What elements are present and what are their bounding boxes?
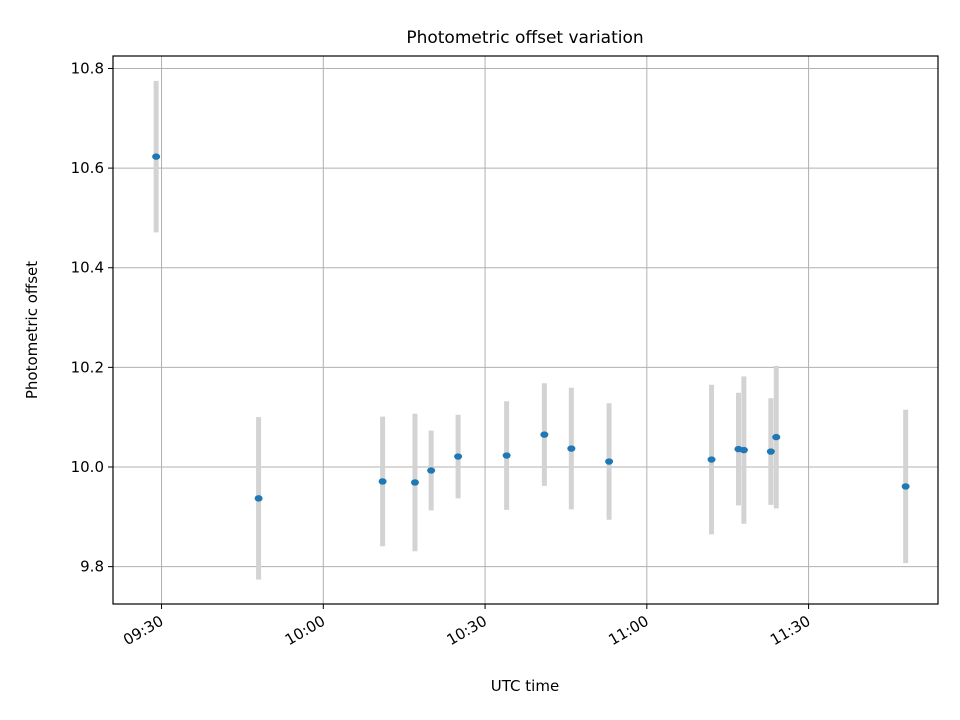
data-points [152,153,910,502]
data-point [454,453,463,460]
data-point [410,479,419,486]
y-axis-label: Photometric offset [23,261,41,399]
data-point [901,483,910,490]
y-axis-ticks: 9.8 10.0 10.2 10.4 10.6 10.8 [71,59,113,576]
data-point [766,448,775,455]
data-point [254,495,263,502]
plot-frame [112,55,939,605]
y-tick-label: 9.8 [80,558,104,576]
data-point [427,467,436,474]
grid [113,56,938,604]
data-point [540,431,549,438]
data-point [567,445,576,452]
y-tick-label: 10.0 [71,458,104,476]
data-point [152,153,161,160]
data-point [605,458,614,465]
data-point [707,456,716,463]
data-point [739,446,748,454]
data-point [772,433,781,441]
y-tick-label: 10.4 [71,259,104,277]
y-tick-label: 10.2 [71,358,104,376]
chart-title: Photometric offset variation [406,28,643,48]
data-point [502,452,511,459]
data-point [378,478,387,485]
y-tick-label: 10.8 [71,59,104,77]
y-tick-label: 10.6 [71,159,104,177]
x-axis-label: UTC time [491,677,559,695]
